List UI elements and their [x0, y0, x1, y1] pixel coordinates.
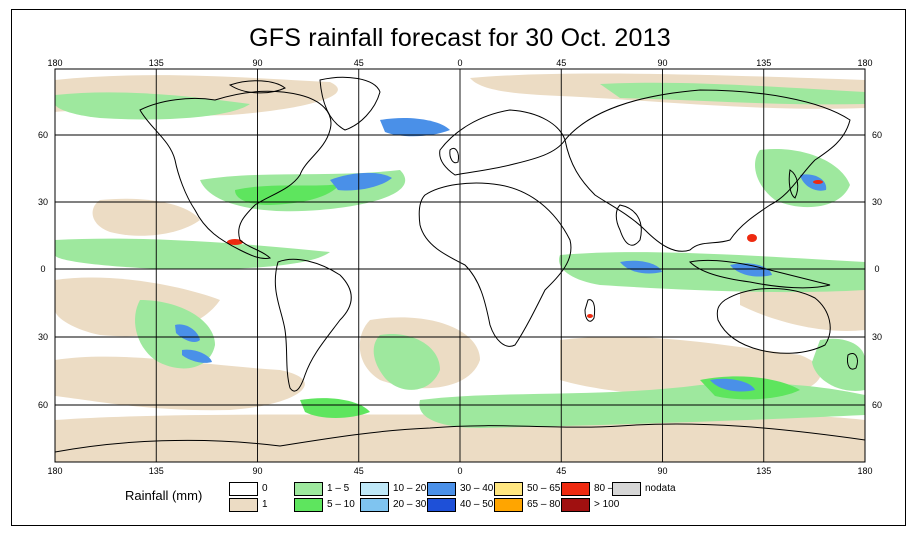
- coastline-south-america: [274, 258, 352, 392]
- rain-area-blue: [380, 118, 450, 137]
- lat-tick-left: 0: [40, 264, 45, 274]
- legend-label: 5 – 10: [327, 499, 355, 510]
- rain-area-tan: [92, 198, 200, 236]
- coastline-madagascar: [584, 299, 596, 322]
- axis-ticks: 180 180 135 135 90 90 45 45 0 0 45 45 90 90 135 135 180 1…: [38, 58, 882, 476]
- lon-tick-bottom: 180: [47, 466, 62, 476]
- lon-tick-bottom: 45: [354, 466, 364, 476]
- rain-area-green: [55, 92, 250, 120]
- lon-tick-top: 135: [149, 58, 164, 68]
- coastline-greenland: [319, 76, 381, 131]
- rain-area-dark-green: [300, 398, 370, 418]
- lon-tick-top: 180: [857, 58, 872, 68]
- lon-tick-top: 90: [252, 58, 262, 68]
- legend-swatch: [229, 498, 258, 512]
- lon-tick-top: 90: [657, 58, 667, 68]
- lat-tick-right: 30: [872, 332, 882, 342]
- rain-area-green: [373, 334, 440, 390]
- rain-area-dark-green: [235, 184, 340, 205]
- legend-label: 30 – 40: [460, 483, 494, 494]
- legend-swatch: [360, 482, 389, 496]
- legend-swatch: [229, 482, 258, 496]
- lon-tick-bottom: 90: [657, 466, 667, 476]
- legend-swatch: [494, 482, 523, 496]
- legend-swatch: [561, 482, 590, 496]
- legend-title: Rainfall (mm): [125, 488, 203, 503]
- lat-tick-right: 60: [872, 400, 882, 410]
- rain-area-blue: [800, 174, 827, 191]
- lon-tick-bottom: 90: [252, 466, 262, 476]
- legend-label: 65 – 80: [527, 499, 561, 510]
- lat-tick-right: 60: [872, 130, 882, 140]
- rain-spot-red: [813, 180, 823, 184]
- rain-area-blue: [730, 263, 772, 277]
- map-panel: [55, 69, 865, 462]
- rain-area-blue: [182, 349, 212, 363]
- rain-spot-red: [587, 314, 593, 318]
- lon-tick-top: 45: [354, 58, 364, 68]
- legend-label: nodata: [645, 483, 676, 494]
- coastline-uk: [449, 147, 459, 164]
- lat-tick-left: 30: [38, 332, 48, 342]
- legend-label: 1 – 5: [327, 483, 350, 494]
- legend-swatch: [294, 498, 323, 512]
- coastline-antarctica: [55, 423, 865, 453]
- map-title: GFS rainfall forecast for 30 Oct. 2013: [249, 24, 671, 52]
- rain-area-blue: [175, 324, 200, 343]
- coastline-arctic-islands: [228, 80, 286, 94]
- lon-tick-bottom: 180: [857, 466, 872, 476]
- rain-spot-red: [747, 234, 757, 242]
- legend-label: 50 – 65: [527, 483, 561, 494]
- rain-area-blue: [620, 260, 662, 274]
- lon-tick-top: 0: [457, 58, 462, 68]
- legend-label: 1: [262, 499, 268, 510]
- coastline-europe: [439, 109, 566, 176]
- coastline-japan: [788, 169, 799, 199]
- lat-tick-left: 30: [38, 197, 48, 207]
- coastline-australia: [716, 288, 831, 354]
- legend-label: 10 – 20: [393, 483, 427, 494]
- rain-area-blue: [710, 378, 755, 392]
- legend-label: > 100: [594, 499, 620, 510]
- coastline-indonesia: [688, 259, 831, 289]
- rain-area-green: [812, 338, 865, 391]
- rain-spot-red: [227, 239, 243, 245]
- lat-tick-right: 0: [874, 264, 879, 274]
- coastlines: [55, 76, 865, 453]
- coastline-new-zealand: [847, 353, 858, 370]
- coastline-africa: [418, 182, 572, 347]
- legend-swatch: [612, 482, 641, 496]
- lat-tick-left: 60: [38, 400, 48, 410]
- coastline-india: [615, 204, 642, 246]
- lat-tick-left: 60: [38, 130, 48, 140]
- rain-area-tan: [55, 356, 305, 411]
- lon-tick-bottom: 45: [556, 466, 566, 476]
- lon-tick-bottom: 135: [756, 466, 771, 476]
- coastline-asia: [564, 89, 851, 252]
- legend-swatch: [494, 498, 523, 512]
- map-border: [54, 68, 866, 463]
- graticule: [55, 69, 865, 462]
- figure-frame: [11, 9, 906, 526]
- lon-tick-bottom: 135: [149, 466, 164, 476]
- lon-tick-bottom: 0: [457, 466, 462, 476]
- legend-swatch: [427, 498, 456, 512]
- lon-tick-top: 180: [47, 58, 62, 68]
- legend-label: 20 – 30: [393, 499, 427, 510]
- lat-tick-right: 30: [872, 197, 882, 207]
- rain-area-green: [55, 238, 330, 270]
- legend-swatch: [294, 482, 323, 496]
- rain-area-green: [600, 82, 865, 105]
- legend-swatch: [360, 498, 389, 512]
- lon-tick-top: 45: [556, 58, 566, 68]
- legend-swatch: [561, 498, 590, 512]
- rain-area-blue: [330, 172, 392, 191]
- lon-tick-top: 135: [756, 58, 771, 68]
- legend-label: 0: [262, 483, 268, 494]
- legend-swatch: [427, 482, 456, 496]
- legend-label: 40 – 50: [460, 499, 494, 510]
